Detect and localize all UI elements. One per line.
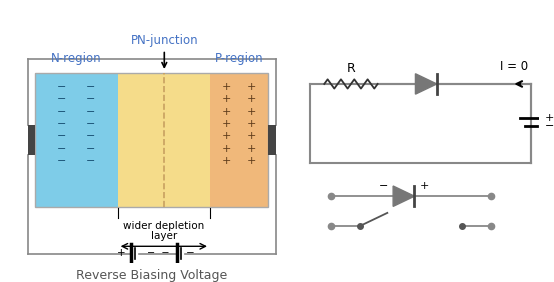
Text: −  −: − − bbox=[147, 248, 169, 258]
Text: +: + bbox=[247, 144, 257, 154]
Text: −: − bbox=[86, 107, 95, 117]
Text: −: − bbox=[86, 131, 95, 141]
Text: −: − bbox=[86, 119, 95, 129]
Text: +: + bbox=[222, 119, 231, 129]
Text: −: − bbox=[86, 82, 95, 92]
Text: +: + bbox=[247, 119, 257, 129]
Text: −: − bbox=[57, 144, 66, 154]
Text: +: + bbox=[545, 113, 554, 123]
Text: −: − bbox=[545, 121, 554, 131]
Bar bbox=[35, 73, 118, 207]
Text: Reverse Biasing Voltage: Reverse Biasing Voltage bbox=[76, 268, 227, 281]
Text: +: + bbox=[222, 156, 231, 166]
Text: −: − bbox=[57, 107, 66, 117]
Text: +: + bbox=[419, 181, 429, 191]
Text: −: − bbox=[86, 94, 95, 104]
Text: −: − bbox=[86, 144, 95, 154]
Bar bbox=[118, 73, 210, 207]
Text: −: − bbox=[86, 156, 95, 166]
Polygon shape bbox=[416, 74, 437, 94]
Text: PN-junction: PN-junction bbox=[131, 34, 198, 67]
Polygon shape bbox=[393, 186, 414, 206]
Text: +: + bbox=[247, 156, 257, 166]
Text: +: + bbox=[222, 82, 231, 92]
Text: −: − bbox=[57, 94, 66, 104]
Text: layer: layer bbox=[151, 231, 177, 241]
Text: +: + bbox=[247, 82, 257, 92]
Text: wider depletion: wider depletion bbox=[123, 221, 204, 231]
Text: −: − bbox=[57, 119, 66, 129]
Text: −: − bbox=[57, 131, 66, 141]
Text: +: + bbox=[247, 94, 257, 104]
Text: +: + bbox=[222, 144, 231, 154]
Text: +: + bbox=[247, 131, 257, 141]
Text: P-region: P-region bbox=[214, 52, 263, 65]
Text: I = 0: I = 0 bbox=[500, 60, 528, 73]
Bar bbox=[28, 125, 35, 155]
Text: −: − bbox=[186, 248, 194, 258]
Bar bbox=[35, 73, 268, 207]
Text: +: + bbox=[117, 248, 126, 258]
Text: −: − bbox=[379, 181, 388, 191]
Bar bbox=[268, 125, 276, 155]
Text: −: − bbox=[57, 82, 66, 92]
Text: +: + bbox=[222, 94, 231, 104]
Text: −: − bbox=[57, 156, 66, 166]
Text: +: + bbox=[247, 107, 257, 117]
Text: +: + bbox=[222, 107, 231, 117]
Text: N-region: N-region bbox=[51, 52, 102, 65]
Text: R: R bbox=[347, 62, 355, 75]
Bar bbox=[210, 73, 268, 207]
Text: +: + bbox=[222, 131, 231, 141]
